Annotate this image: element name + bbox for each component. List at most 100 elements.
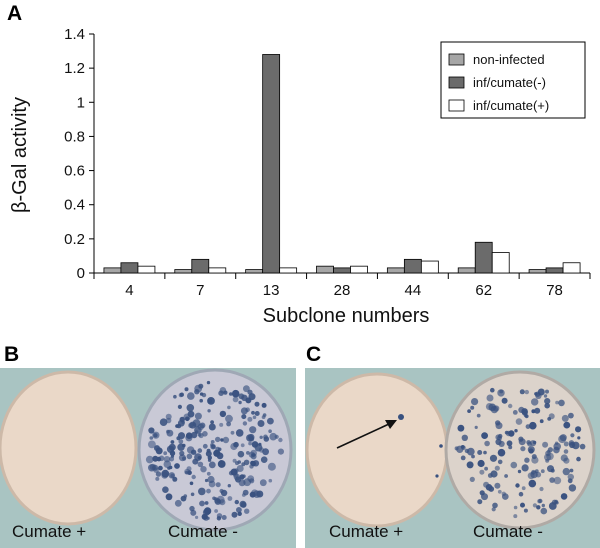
dish-b-colony [232,458,237,463]
dish-b-colony [254,411,260,416]
dish-b-colony [252,415,257,420]
dish-c-colony [563,421,571,429]
dish-b-colony [238,479,246,487]
dish-c-colony [479,490,485,496]
bar [208,267,227,274]
dish-c-colony [481,432,488,439]
dish-b-colony [238,400,242,405]
bar [103,267,122,274]
dish-b-colony [197,456,202,460]
dish-b-colony [172,476,178,482]
dish-b-colony [219,488,224,494]
dish-c-colony [486,394,494,402]
dish-b-colony [217,447,222,452]
dish-c-colony [461,434,468,441]
dish-b-colony [239,500,247,508]
dish-b-colony [186,404,195,412]
dish-b-colony [184,387,189,392]
dish-c-colony [483,450,487,455]
dish-c-colony [549,477,555,483]
dish-b-colony [197,433,202,437]
dish-c-colony [508,403,513,409]
dish-b-colony [177,404,182,409]
dish-b-colony [229,392,233,396]
dish-b-colony [189,481,194,486]
dish-b-colony [208,461,216,469]
dish-c-colony [493,405,500,412]
dish-b-colony [169,450,176,456]
dish-c-colony [508,430,515,437]
dish-b-colony [249,426,257,434]
dish-b-colony [190,449,197,455]
dish-c-colony [471,454,475,459]
bar [403,258,422,274]
x-axis: 4 7 13 28 44 62 78 [93,272,591,299]
dish-b-colony [234,499,239,505]
dish-b-colony [256,490,264,498]
dish-c-colony [513,505,518,510]
legend-label: inf/cumate(-) [473,75,546,90]
dish-b-colony [219,422,224,427]
dish-b-colony [192,458,199,465]
dish-c-colony [553,476,562,485]
dish-b-colony [206,488,211,494]
dish-c-colony [540,469,545,474]
dish-b-colony [191,431,198,439]
dish-b-colony [259,435,263,439]
dish-c-colony [494,482,501,489]
dish-b-colony [269,432,278,441]
dish-b-colony [221,515,227,520]
dish-b-colony [168,443,176,451]
dish-b-colony [174,499,182,507]
photo-b-right-label: Cumate - [168,522,238,541]
dish-b-colony [218,390,224,396]
dish-b-colony [267,417,274,425]
dish-c-colony [569,468,574,473]
dish-c-colony [464,448,470,454]
dish-c-colony [545,450,551,457]
dish-b-colony [246,451,250,455]
dish-b-colony [169,456,175,462]
dish-b-colony [202,443,208,449]
y-tick-label: 1 [77,94,85,111]
dish-c-colony [477,499,483,505]
dish-c-colony [534,407,541,414]
dish-c-colony [506,440,513,447]
dish-b-colony [179,416,185,423]
dish-b-colony [149,463,157,471]
dish-b-colony [202,508,210,516]
dish-c-colony [534,391,541,397]
dish-c-colony [577,436,581,440]
dish-c-colony [479,469,485,475]
petri-dish-b-left [0,370,138,526]
dish-b-colony [227,405,231,410]
photo-c-left-label: Cumate + [329,522,404,541]
dish-c-colony [466,461,474,469]
dish-c-colony [489,454,498,462]
dish-c-colony [579,443,586,450]
bar [474,241,493,274]
bar [420,260,439,274]
dish-c-colony [529,440,537,447]
dish-c-colony [485,484,493,491]
dish-c-colony [560,493,568,500]
bar [386,267,405,274]
dish-b-colony [261,415,266,419]
dish-c-colony [542,441,549,448]
dish-b-colony [251,410,255,415]
dish-b-colony [268,478,273,483]
dish-c-colony [497,448,506,457]
bar [457,267,476,274]
dish-b-colony [178,432,185,440]
dish-c-colony [504,474,508,478]
dish-c-colony [495,438,502,446]
dish-c-colony [561,414,569,422]
dish-b-colony [207,475,215,484]
legend-box [440,41,586,119]
dish-b-colony [262,448,269,456]
dish-c-colony [568,484,577,492]
dish-b-colony [237,450,245,458]
y-tick-label: 0 [77,265,85,282]
dish-b-colony [183,413,191,421]
dish-c-colony [508,445,513,450]
